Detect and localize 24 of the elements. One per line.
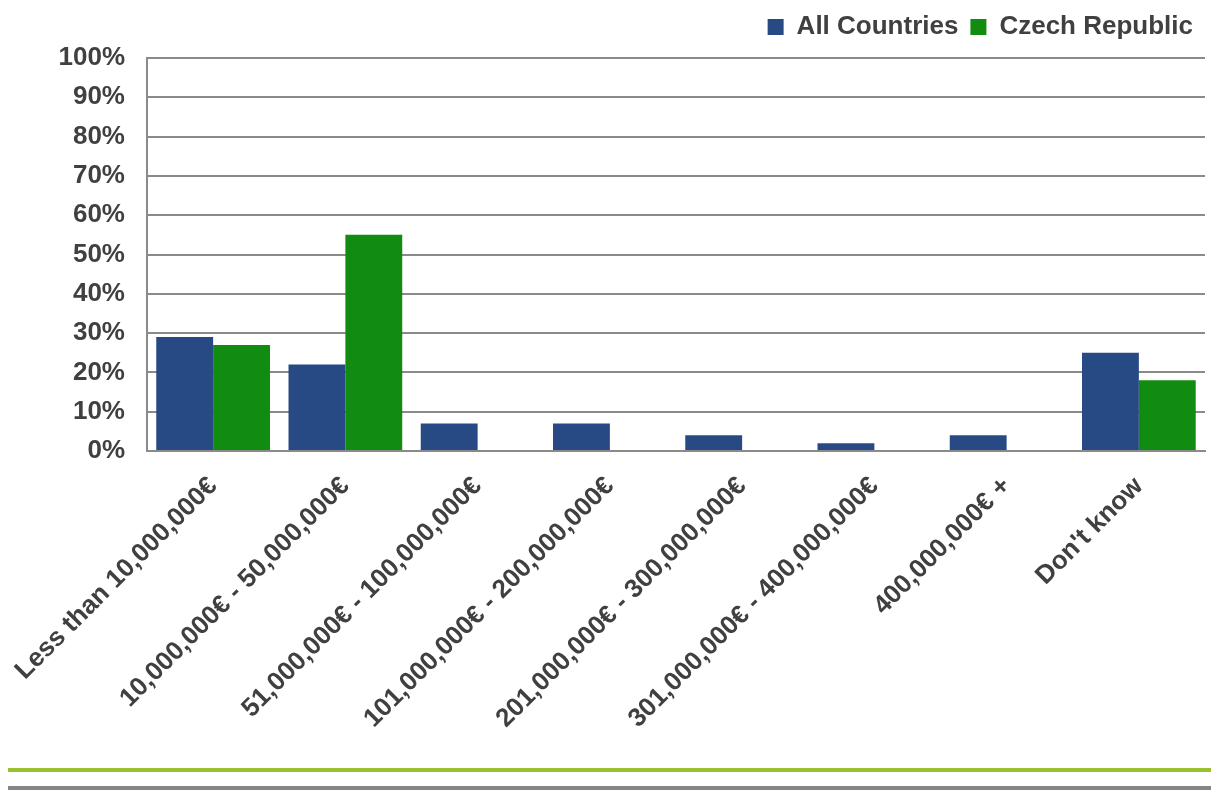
bar [1082, 352, 1139, 450]
y-tick-label: 70% [72, 159, 125, 190]
bar [685, 435, 743, 450]
legend-label: Czech Republic [999, 10, 1193, 41]
y-tick-label: 0% [87, 434, 125, 465]
bar [213, 344, 270, 450]
y-tick-label: 40% [72, 276, 125, 307]
bar [156, 337, 214, 450]
y-tick-label: 30% [72, 316, 125, 347]
bar [553, 423, 610, 450]
y-tick-label: 50% [72, 237, 125, 268]
y-tick-label: 80% [72, 119, 125, 150]
bar [288, 364, 346, 450]
bar [949, 435, 1007, 450]
bar [420, 423, 478, 450]
y-tick-label: 100% [58, 41, 125, 72]
y-tick-label: 20% [72, 355, 125, 386]
bar [817, 443, 875, 450]
bar [345, 234, 403, 450]
y-tick-label: 10% [72, 394, 125, 425]
bar [1138, 380, 1196, 450]
y-tick-label: 60% [72, 198, 125, 229]
legend-label: All Countries [796, 10, 959, 41]
y-tick-label: 90% [72, 80, 125, 111]
